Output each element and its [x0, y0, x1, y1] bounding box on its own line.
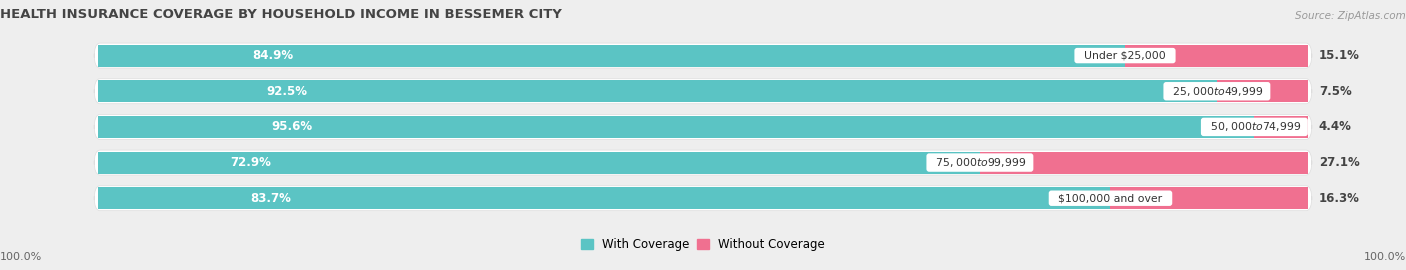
Text: 100.0%: 100.0%: [1364, 252, 1406, 262]
Bar: [980, 151, 1308, 174]
Text: 27.1%: 27.1%: [1319, 156, 1360, 169]
Text: $50,000 to $74,999: $50,000 to $74,999: [1204, 120, 1305, 133]
Text: Source: ZipAtlas.com: Source: ZipAtlas.com: [1295, 11, 1406, 21]
Text: $75,000 to $99,999: $75,000 to $99,999: [929, 156, 1031, 169]
Text: 16.3%: 16.3%: [1319, 192, 1360, 205]
Bar: [98, 151, 980, 174]
Bar: [1111, 187, 1308, 209]
FancyBboxPatch shape: [94, 186, 1312, 211]
Text: 15.1%: 15.1%: [1319, 49, 1360, 62]
Legend: With Coverage, Without Coverage: With Coverage, Without Coverage: [579, 235, 827, 253]
FancyBboxPatch shape: [94, 43, 1312, 68]
Bar: [1218, 80, 1308, 102]
Bar: [1254, 116, 1308, 138]
Text: 72.9%: 72.9%: [231, 156, 271, 169]
Text: 7.5%: 7.5%: [1319, 85, 1351, 98]
Bar: [98, 80, 1218, 102]
Text: 84.9%: 84.9%: [253, 49, 294, 62]
Bar: [98, 187, 1111, 209]
Text: HEALTH INSURANCE COVERAGE BY HOUSEHOLD INCOME IN BESSEMER CITY: HEALTH INSURANCE COVERAGE BY HOUSEHOLD I…: [0, 8, 562, 21]
Bar: [1125, 45, 1308, 67]
Text: $100,000 and over: $100,000 and over: [1052, 193, 1170, 203]
Text: Under $25,000: Under $25,000: [1077, 50, 1173, 60]
Text: 100.0%: 100.0%: [0, 252, 42, 262]
Text: 95.6%: 95.6%: [271, 120, 314, 133]
Bar: [98, 45, 1125, 67]
Bar: [98, 116, 1254, 138]
Text: $25,000 to $49,999: $25,000 to $49,999: [1166, 85, 1268, 98]
FancyBboxPatch shape: [94, 79, 1312, 104]
Text: 4.4%: 4.4%: [1319, 120, 1351, 133]
Text: 92.5%: 92.5%: [266, 85, 307, 98]
FancyBboxPatch shape: [94, 150, 1312, 175]
Text: 83.7%: 83.7%: [250, 192, 291, 205]
FancyBboxPatch shape: [94, 114, 1312, 139]
